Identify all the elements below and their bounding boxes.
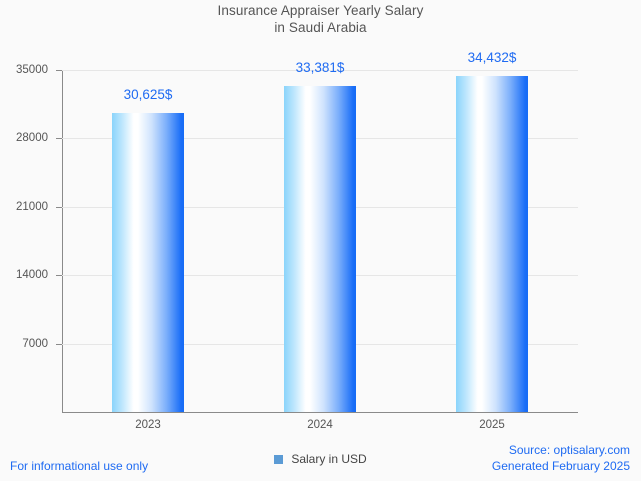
bar-value-2024: 33,381$ (295, 59, 345, 75)
bar-value-2025: 34,432$ (467, 49, 517, 65)
y-tick-label-35000: 35000 (16, 64, 48, 76)
chart-title-line2: in Saudi Arabia (274, 20, 367, 35)
y-tick-label-14000: 14000 (16, 269, 48, 282)
y-tick-mark-14000 (56, 275, 62, 277)
chart-title: Insurance Appraiser Yearly Salary in Sau… (0, 2, 641, 36)
x-tick-label-2025: 2025 (479, 419, 505, 431)
y-tick-mark-21000 (56, 206, 62, 208)
y-tick-label-21000: 21000 (16, 200, 48, 213)
y-tick-label-7000: 7000 (22, 337, 48, 350)
source-line: Source: optisalary.com (508, 443, 630, 457)
x-axis-line (62, 412, 578, 413)
y-tick-mark-35000 (56, 70, 62, 71)
y-tick-label-28000: 28000 (16, 132, 48, 145)
x-tick-label-2024: 2024 (307, 419, 333, 431)
legend-label-salary-in-usd: Salary in USD (291, 452, 367, 466)
bar-2023[interactable] (112, 112, 184, 412)
informational-use-note: For informational use only (10, 459, 149, 473)
bar-2025[interactable] (456, 75, 528, 412)
generated-line: Generated February 2025 (491, 458, 630, 473)
bar-2024[interactable] (284, 85, 356, 412)
x-tick-label-2023: 2023 (135, 419, 161, 431)
chart-title-line1: Insurance Appraiser Yearly Salary (217, 3, 424, 18)
bar-value-2023: 30,625$ (123, 86, 173, 102)
legend-swatch-salary-in-usd (274, 454, 284, 464)
source-note: Source: optisalary.com Generated Februar… (492, 443, 630, 474)
y-tick-mark-7000 (56, 343, 62, 345)
y-tick-mark-28000 (56, 138, 62, 140)
gridline-35000 (62, 70, 578, 71)
chart-legend: Salary in USD (0, 452, 641, 466)
y-axis-line (62, 70, 63, 413)
plot-area (62, 70, 578, 412)
